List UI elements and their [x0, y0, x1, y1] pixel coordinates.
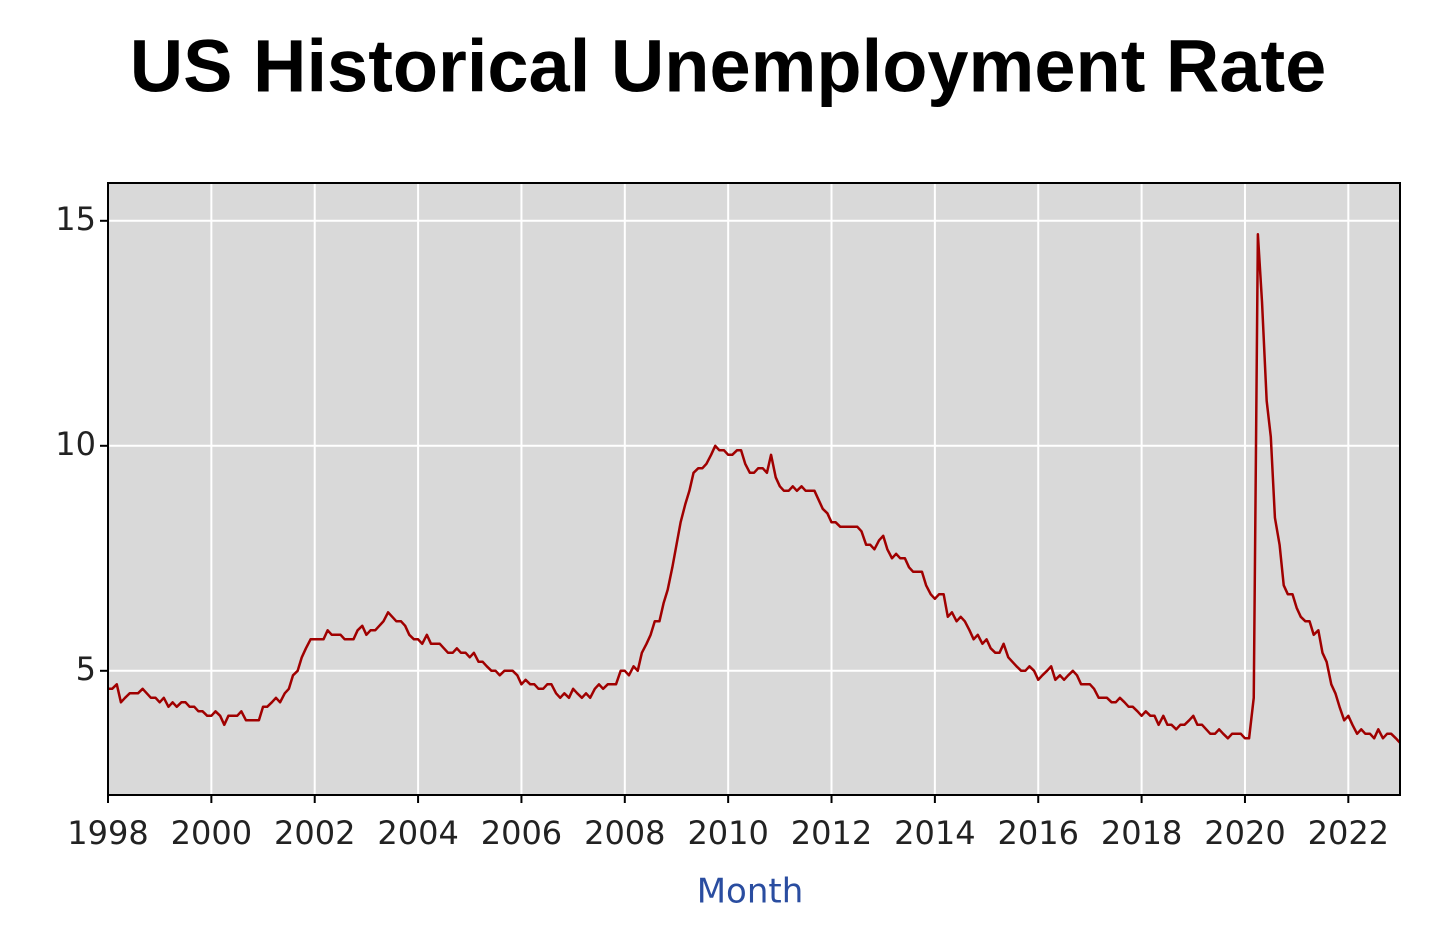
data-line	[108, 233, 1401, 744]
y-tick-label: 15	[55, 200, 96, 238]
x-tick-label: 2016	[998, 814, 1079, 852]
x-tick-label: 2004	[377, 814, 458, 852]
x-tick-label: 2008	[584, 814, 665, 852]
x-tick-label: 2012	[791, 814, 872, 852]
x-tick-label: 2018	[1101, 814, 1182, 852]
x-tick-label: 2020	[1204, 814, 1285, 852]
grid	[107, 183, 1400, 795]
x-tick-label: 2000	[171, 814, 252, 852]
plot-area	[108, 183, 1400, 795]
x-tick-label: 2014	[894, 814, 975, 852]
x-tick-label: 2022	[1308, 814, 1389, 852]
y-tick-label: 10	[55, 425, 96, 463]
x-axis-label: Month	[697, 872, 804, 912]
x-tick-label: 2002	[274, 814, 355, 852]
marks	[108, 233, 1401, 744]
x-tick-label: 1998	[67, 814, 148, 852]
x-tick-label: 2006	[481, 814, 562, 852]
chart-title: US Historical Unemployment Rate	[130, 25, 1327, 108]
plot-border	[107, 182, 1401, 796]
y-tick-label: 5	[76, 650, 96, 688]
x-tick-label: 2010	[687, 814, 768, 852]
